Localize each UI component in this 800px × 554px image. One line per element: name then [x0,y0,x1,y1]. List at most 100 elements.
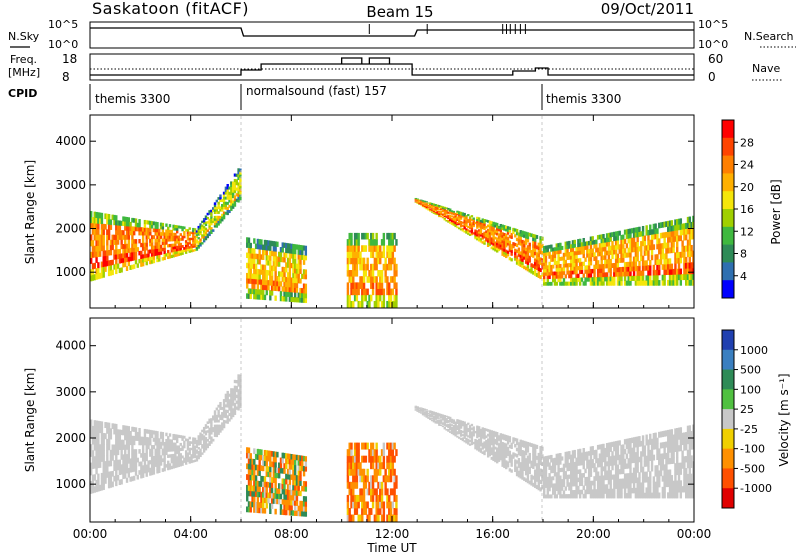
velocity-cell [430,414,434,416]
velocity-cell [495,434,499,438]
power-cell [676,257,679,264]
velocity-cell [476,443,479,447]
velocity-cell [485,444,488,448]
velocity-cell [458,421,461,424]
power-cell [667,279,670,286]
power-cell [439,205,443,208]
power-cell [607,241,611,247]
velocity-cell [598,444,602,450]
power-cell [362,276,366,283]
power-cell [650,229,654,235]
velocity-cell [95,438,98,445]
velocity-cell [429,418,432,421]
power-cell [302,297,306,303]
velocity-cell [140,469,143,475]
nsky-label: N.Sky [8,30,40,43]
velocity-cell [302,506,306,512]
power-cell [577,242,580,248]
velocity-cell [115,480,118,487]
power-cell [165,238,168,242]
power-cell [253,268,256,275]
power-cell [587,240,591,246]
power-cell [272,255,276,262]
power-cell [199,223,202,226]
power-cell [149,249,152,254]
velocity-cell [586,489,589,495]
velocity-cell [600,493,603,499]
velocity-cell [167,460,170,465]
velocity-cell [158,438,161,443]
power-cell [519,257,522,261]
power-cell [120,244,123,250]
velocity-cell [181,447,184,451]
velocity-cell [494,431,497,435]
power-cell [231,203,235,207]
power-cell [352,282,355,289]
power-cell [634,241,638,248]
velocity-cell [295,510,299,517]
power-cell [640,280,643,286]
power-cell [614,253,618,259]
velocity-cell [465,429,468,432]
velocity-cell [197,435,200,438]
power-cell [95,251,98,258]
power-cell [183,249,186,253]
power-cell [292,248,295,254]
power-cell [432,207,436,209]
velocity-cell [519,449,522,453]
velocity-cell [425,411,428,413]
power-cell [265,279,268,286]
velocity-cell [181,437,184,441]
power-cell [470,225,474,229]
velocity-cell [109,476,113,483]
power-cell [156,238,159,243]
power-cell [208,233,211,237]
velocity-cell [492,433,495,437]
power-cell [141,231,145,236]
power-cell [569,255,573,260]
velocity-cell [348,514,351,522]
power-cell [251,278,254,284]
velocity-cell [555,479,558,484]
velocity-cell [149,437,152,442]
power-cell [663,279,666,286]
power-cell [620,239,623,245]
power-cell [167,229,170,233]
power-cell [239,197,242,201]
power-cell [375,276,378,283]
velocity-cell [90,425,93,433]
power-cell [201,228,204,231]
velocity-cell [517,451,521,456]
velocity-cell [270,503,274,509]
power-cell [109,270,113,276]
velocity-cell [519,462,522,466]
velocity-cell [188,452,191,455]
velocity-cell [537,478,540,483]
velocity-cell [432,413,436,415]
velocity-cell [91,425,95,433]
velocity-cell [488,436,492,440]
power-cell [186,237,190,241]
power-cell [438,213,441,216]
power-cell [276,256,279,262]
power-cell [386,300,389,308]
power-cell [118,258,122,264]
velocity-cell [543,466,546,471]
velocity-cell [267,492,270,499]
velocity-cell [488,429,492,433]
power-cell [659,243,663,249]
power-cell [546,271,549,276]
power-cell [627,261,630,267]
velocity-cell [283,452,286,459]
velocity-cell [438,422,441,424]
velocity-cell [481,436,484,439]
power-cell [604,250,607,256]
power-cell [476,216,479,220]
velocity-cell [524,464,528,469]
velocity-cell [566,482,569,487]
velocity-cell [587,459,591,465]
velocity-cell [184,457,188,461]
power-cell [670,247,674,254]
power-cell [141,242,145,248]
velocity-cell [548,483,551,488]
